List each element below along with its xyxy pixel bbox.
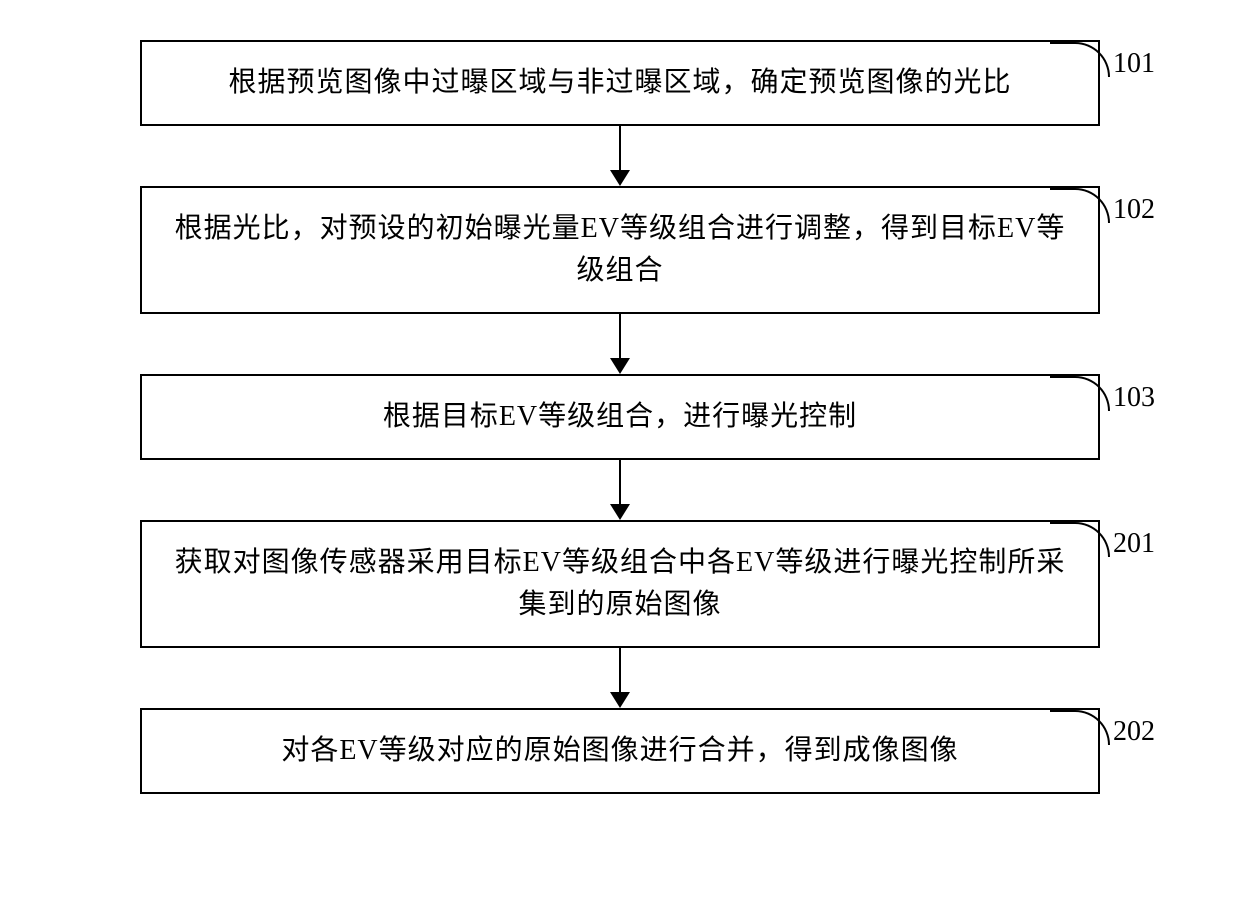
arrow-line-icon bbox=[619, 648, 621, 696]
flowchart-container: 根据预览图像中过曝区域与非过曝区域，确定预览图像的光比 101 根据光比，对预设… bbox=[0, 0, 1240, 924]
step-label-101: 101 bbox=[1113, 48, 1155, 80]
arrow-1 bbox=[0, 126, 1240, 186]
step-box-202: 对各EV等级对应的原始图像进行合并，得到成像图像 bbox=[140, 708, 1100, 794]
step-text-103: 根据目标EV等级组合，进行曝光控制 bbox=[383, 396, 857, 438]
step-box-101: 根据预览图像中过曝区域与非过曝区域，确定预览图像的光比 bbox=[140, 40, 1100, 126]
step-box-201: 获取对图像传感器采用目标EV等级组合中各EV等级进行曝光控制所采集到的原始图像 bbox=[140, 520, 1100, 648]
step-box-102: 根据光比，对预设的初始曝光量EV等级组合进行调整，得到目标EV等级组合 bbox=[140, 186, 1100, 314]
step-row-103: 根据目标EV等级组合，进行曝光控制 103 bbox=[0, 374, 1240, 460]
arrow-head-icon bbox=[610, 170, 630, 186]
arrow-3 bbox=[0, 460, 1240, 520]
step-row-102: 根据光比，对预设的初始曝光量EV等级组合进行调整，得到目标EV等级组合 102 bbox=[0, 186, 1240, 314]
step-label-202: 202 bbox=[1113, 716, 1155, 748]
connector-201 bbox=[1050, 522, 1110, 557]
arrow-line-icon bbox=[619, 126, 621, 174]
arrow-4 bbox=[0, 648, 1240, 708]
connector-101 bbox=[1050, 42, 1110, 77]
step-label-103: 103 bbox=[1113, 382, 1155, 414]
connector-202 bbox=[1050, 710, 1110, 745]
step-row-202: 对各EV等级对应的原始图像进行合并，得到成像图像 202 bbox=[0, 708, 1240, 794]
step-label-201: 201 bbox=[1113, 528, 1155, 560]
step-text-202: 对各EV等级对应的原始图像进行合并，得到成像图像 bbox=[281, 730, 958, 772]
step-row-201: 获取对图像传感器采用目标EV等级组合中各EV等级进行曝光控制所采集到的原始图像 … bbox=[0, 520, 1240, 648]
arrow-head-icon bbox=[610, 692, 630, 708]
arrow-line-icon bbox=[619, 460, 621, 508]
arrow-line-icon bbox=[619, 314, 621, 362]
step-text-102: 根据光比，对预设的初始曝光量EV等级组合进行调整，得到目标EV等级组合 bbox=[172, 208, 1068, 292]
arrow-2 bbox=[0, 314, 1240, 374]
arrow-head-icon bbox=[610, 358, 630, 374]
step-text-101: 根据预览图像中过曝区域与非过曝区域，确定预览图像的光比 bbox=[228, 62, 1011, 104]
arrow-head-icon bbox=[610, 504, 630, 520]
step-box-103: 根据目标EV等级组合，进行曝光控制 bbox=[140, 374, 1100, 460]
step-label-102: 102 bbox=[1113, 194, 1155, 226]
step-text-201: 获取对图像传感器采用目标EV等级组合中各EV等级进行曝光控制所采集到的原始图像 bbox=[172, 542, 1068, 626]
connector-102 bbox=[1050, 188, 1110, 223]
step-row-101: 根据预览图像中过曝区域与非过曝区域，确定预览图像的光比 101 bbox=[0, 40, 1240, 126]
connector-103 bbox=[1050, 376, 1110, 411]
